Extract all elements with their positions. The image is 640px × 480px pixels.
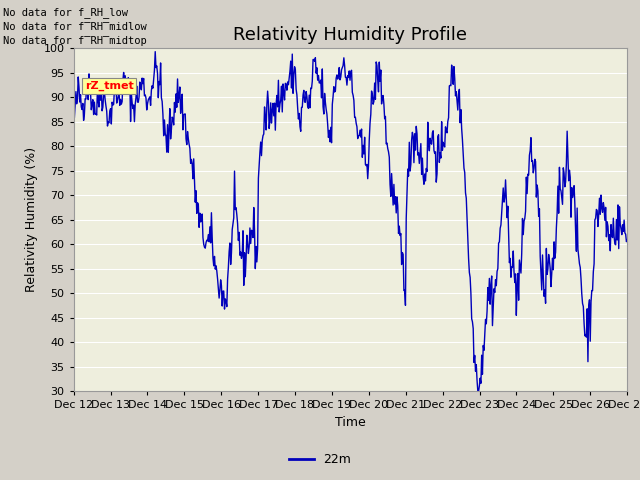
X-axis label: Time: Time (335, 416, 366, 429)
Text: No data for f_RH_low: No data for f_RH_low (3, 7, 128, 18)
Text: No data for f̅RH̅midtop: No data for f̅RH̅midtop (3, 36, 147, 46)
Legend: 22m: 22m (284, 448, 356, 471)
Text: rZ_tmet: rZ_tmet (84, 81, 133, 92)
Text: No data for f̅RH̅midlow: No data for f̅RH̅midlow (3, 22, 147, 32)
Title: Relativity Humidity Profile: Relativity Humidity Profile (234, 25, 467, 44)
Y-axis label: Relativity Humidity (%): Relativity Humidity (%) (25, 147, 38, 292)
